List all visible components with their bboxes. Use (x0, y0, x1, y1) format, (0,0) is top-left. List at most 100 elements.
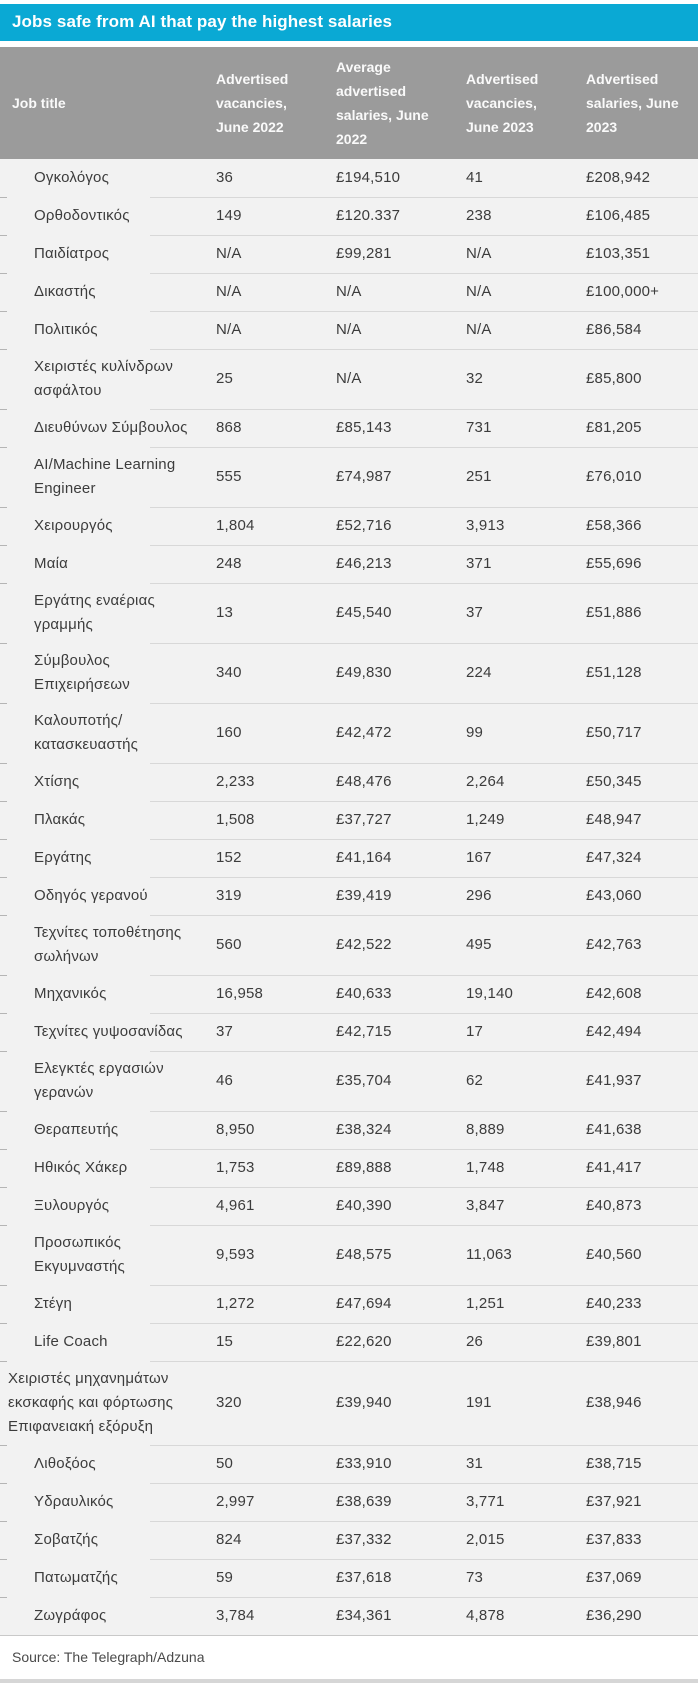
value-cell: £41,937 (586, 1072, 642, 1089)
value-cell: £38,324 (336, 1121, 392, 1138)
value-cell: 19,140 (466, 985, 514, 1002)
value-cell: £41,164 (336, 849, 392, 866)
value-cell: £50,345 (586, 773, 642, 790)
value-cell: 152 (216, 849, 242, 866)
table-row: Διευθύνων Σύμβουλος 868 £85,143 731 £81,205 (0, 409, 698, 447)
value-cell: £51,128 (586, 664, 642, 681)
value-cell: £48,575 (336, 1246, 392, 1263)
value-cell: N/A (216, 283, 242, 300)
title-header-gap (0, 41, 698, 47)
value-cell: 3,784 (216, 1607, 255, 1624)
table-row: Ζωγράφος 3,784 £34,361 4,878 £36,290 (0, 1597, 698, 1635)
value-cell: £38,639 (336, 1493, 392, 1510)
value-cell: 1,249 (466, 811, 505, 828)
table-row: Καλουποτής/κατασκευαστής 160 £42,472 99 £50,… (0, 703, 698, 763)
job-title-cell: Τεχνίτες τοποθέτησης σωλήνων (34, 924, 182, 965)
job-title-cell: Καλουποτής/κατασκευαστής (34, 712, 139, 753)
value-cell: 13 (216, 604, 234, 621)
table-row: Τεχνίτες γυψοσανίδας 37 £42,715 17 £42,494 (0, 1013, 698, 1051)
value-cell: 555 (216, 468, 242, 485)
job-title-cell: Life Coach (34, 1333, 108, 1350)
column-header-salaries-2023: Advertised salaries, June 2023 (586, 71, 679, 135)
value-cell: £194,510 (336, 169, 401, 186)
table-body: Ογκολόγος 36 £194,510 41 £208,942 Ορθοδοντικό… (0, 159, 698, 1635)
value-cell: £106,485 (586, 207, 651, 224)
value-cell: N/A (336, 321, 362, 338)
job-title-cell: Εργάτης (34, 849, 92, 866)
table-row: Εργάτης 152 £41,164 167 £47,324 (0, 839, 698, 877)
value-cell: 191 (466, 1394, 492, 1411)
job-title-cell: Πολιτικός (34, 321, 98, 338)
table-row: Παιδίατρος N/A £99,281 N/A £103,351 (0, 235, 698, 273)
job-title-cell: Υδραυλικός (34, 1493, 114, 1510)
value-cell: £37,727 (336, 811, 392, 828)
value-cell: 3,913 (466, 517, 505, 534)
value-cell: £100,000+ (586, 283, 660, 300)
value-cell: £52,716 (336, 517, 392, 534)
table-row: Μηχανικός 16,958 £40,633 19,140 £42,608 (0, 975, 698, 1013)
value-cell: £37,921 (586, 1493, 642, 1510)
value-cell: £42,472 (336, 724, 392, 741)
table-row: Χειρουργός 1,804 £52,716 3,913 £58,366 (0, 507, 698, 545)
table-row: Τεχνίτες τοποθέτησης σωλήνων 560 £42,522 49… (0, 915, 698, 975)
job-title-cell: Μαία (34, 555, 68, 572)
value-cell: 11,063 (466, 1246, 512, 1263)
value-cell: £38,946 (586, 1394, 642, 1411)
value-cell: 26 (466, 1333, 484, 1350)
value-cell: 2,264 (466, 773, 505, 790)
value-cell: £35,704 (336, 1072, 392, 1089)
value-cell: £40,633 (336, 985, 392, 1002)
table-row: Ηθικός Χάκερ 1,753 £89,888 1,748 £41,417 (0, 1149, 698, 1187)
value-cell: £40,873 (586, 1197, 642, 1214)
job-title-cell: Χειριστές κυλίνδρων ασφάλτου (34, 358, 174, 399)
table-row: Υδραυλικός 2,997 £38,639 3,771 £37,921 (0, 1483, 698, 1521)
value-cell: 2,015 (466, 1531, 505, 1548)
value-cell: N/A (336, 370, 362, 387)
table-row: Ελεγκτές εργασιών γερανών 46 £35,704 62 £41,… (0, 1051, 698, 1111)
value-cell: 9,593 (216, 1246, 255, 1263)
value-cell: £33,910 (336, 1455, 392, 1472)
value-cell: 371 (466, 555, 492, 572)
value-cell: £103,351 (586, 245, 651, 262)
value-cell: £86,584 (586, 321, 642, 338)
value-cell: £39,940 (336, 1394, 392, 1411)
table-row: Ορθοδοντικός 149 £120.337 238 £106,485 (0, 197, 698, 235)
table-row: Πολιτικός N/A N/A N/A £86,584 (0, 311, 698, 349)
value-cell: 1,272 (216, 1295, 255, 1312)
value-cell: 59 (216, 1569, 234, 1586)
value-cell: 824 (216, 1531, 242, 1548)
value-cell: £99,281 (336, 245, 392, 262)
job-title-cell: Χειριστές μηχανημάτων εκσκαφής και φόρτω… (8, 1370, 174, 1435)
value-cell: £36,290 (586, 1607, 642, 1624)
value-cell: £40,560 (586, 1246, 642, 1263)
value-cell: N/A (336, 283, 362, 300)
value-cell: 15 (216, 1333, 234, 1350)
value-cell: £48,476 (336, 773, 392, 790)
job-title-cell: Στέγη (34, 1295, 73, 1312)
value-cell: 62 (466, 1072, 484, 1089)
value-cell: £37,618 (336, 1569, 392, 1586)
value-cell: 32 (466, 370, 484, 387)
table-row: Ογκολόγος 36 £194,510 41 £208,942 (0, 159, 698, 197)
table-row: AI/Machine Learning Engineer 555 £74,987 25… (0, 447, 698, 507)
value-cell: 2,997 (216, 1493, 255, 1510)
job-title-cell: Λιθοξόος (34, 1455, 96, 1472)
column-header-salaries-2022: Average advertised salaries, June 2022 (336, 59, 429, 147)
job-title-cell: Σοβατζής (34, 1531, 99, 1548)
job-title-cell: Ογκολόγος (34, 169, 110, 186)
value-cell: 41 (466, 169, 484, 186)
column-header-vacancies-2023: Advertised vacancies, June 2023 (466, 71, 539, 135)
value-cell: £22,620 (336, 1333, 392, 1350)
value-cell: £45,540 (336, 604, 392, 621)
value-cell: £58,366 (586, 517, 642, 534)
value-cell: £208,942 (586, 169, 651, 186)
value-cell: 1,804 (216, 517, 255, 534)
value-cell: £38,715 (586, 1455, 642, 1472)
value-cell: £37,069 (586, 1569, 642, 1586)
value-cell: £42,763 (586, 936, 642, 953)
value-cell: N/A (216, 321, 242, 338)
value-cell: 3,771 (466, 1493, 505, 1510)
value-cell: 160 (216, 724, 242, 741)
value-cell: £74,987 (336, 468, 392, 485)
